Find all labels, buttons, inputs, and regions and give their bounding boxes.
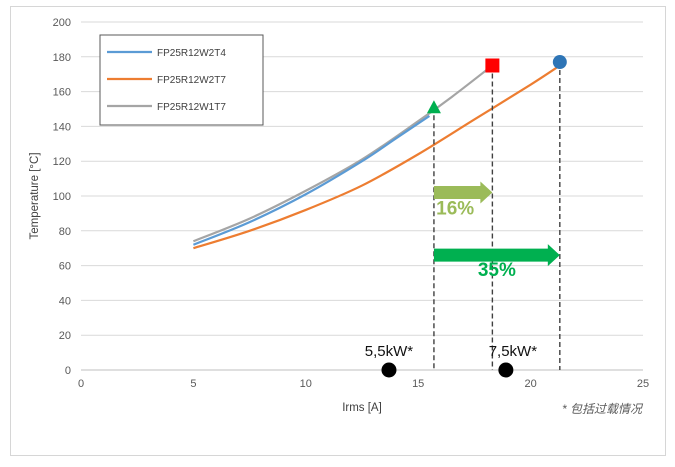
y-tick-label: 140 xyxy=(53,121,71,133)
percent-arrow xyxy=(433,181,493,204)
overload-note: * 包括过载情况 xyxy=(562,402,644,416)
y-tick-label: 0 xyxy=(65,365,71,377)
power-point-marker xyxy=(381,362,397,378)
legend: FP25R12W2T4 FP25R12W2T7 FP25R12W1T7 xyxy=(99,34,264,126)
x-tick-label: 5 xyxy=(190,378,196,390)
legend-label: FP25R12W2T4 xyxy=(157,48,226,59)
legend-label: FP25R12W1T7 xyxy=(157,102,226,113)
y-tick-label: 20 xyxy=(59,330,71,342)
x-tick-label: 10 xyxy=(300,378,312,390)
power-point-marker xyxy=(498,362,514,378)
x-tick-label: 25 xyxy=(637,378,649,390)
y-tick-label: 180 xyxy=(53,52,71,64)
x-tick-labels: 0 5 10 15 20 25 xyxy=(78,378,649,390)
x-axis-title: Irms [A] xyxy=(342,402,382,414)
legend-label: FP25R12W2T7 xyxy=(157,75,226,86)
x-tick-label: 20 xyxy=(524,378,536,390)
series-line-fp25r12w1t7 xyxy=(192,66,491,243)
series-line-fp25r12w2t7 xyxy=(193,64,561,250)
y-tick-label: 40 xyxy=(59,295,71,307)
circle-marker xyxy=(552,55,567,70)
y-tick-label: 200 xyxy=(53,17,71,29)
series-lines xyxy=(192,64,561,250)
x-tick-label: 0 xyxy=(78,378,84,390)
y-axis-title: Temperature [°C] xyxy=(29,152,41,239)
y-tick-label: 120 xyxy=(53,156,71,168)
y-tick-label: 160 xyxy=(53,87,71,99)
percent-arrow xyxy=(433,244,560,267)
reference-lines xyxy=(433,62,561,370)
x-tick-label: 15 xyxy=(412,378,424,390)
y-tick-labels: 0 20 40 60 80 100 120 140 160 180 200 xyxy=(53,17,71,377)
percent-label: 16% xyxy=(436,199,474,220)
y-tick-label: 60 xyxy=(59,261,71,273)
square-marker xyxy=(485,58,500,73)
y-tick-label: 100 xyxy=(53,191,71,203)
annotations: 16% 35% 5,5kW* 7,5kW* xyxy=(365,181,560,378)
power-point-label: 5,5kW* xyxy=(365,343,414,360)
power-point-label: 7,5kW* xyxy=(489,343,538,360)
y-tick-label: 80 xyxy=(59,226,71,238)
triangle-marker xyxy=(426,100,441,114)
end-markers xyxy=(426,55,567,114)
percent-label: 35% xyxy=(478,260,516,281)
series-line-fp25r12w2t4 xyxy=(192,115,431,246)
